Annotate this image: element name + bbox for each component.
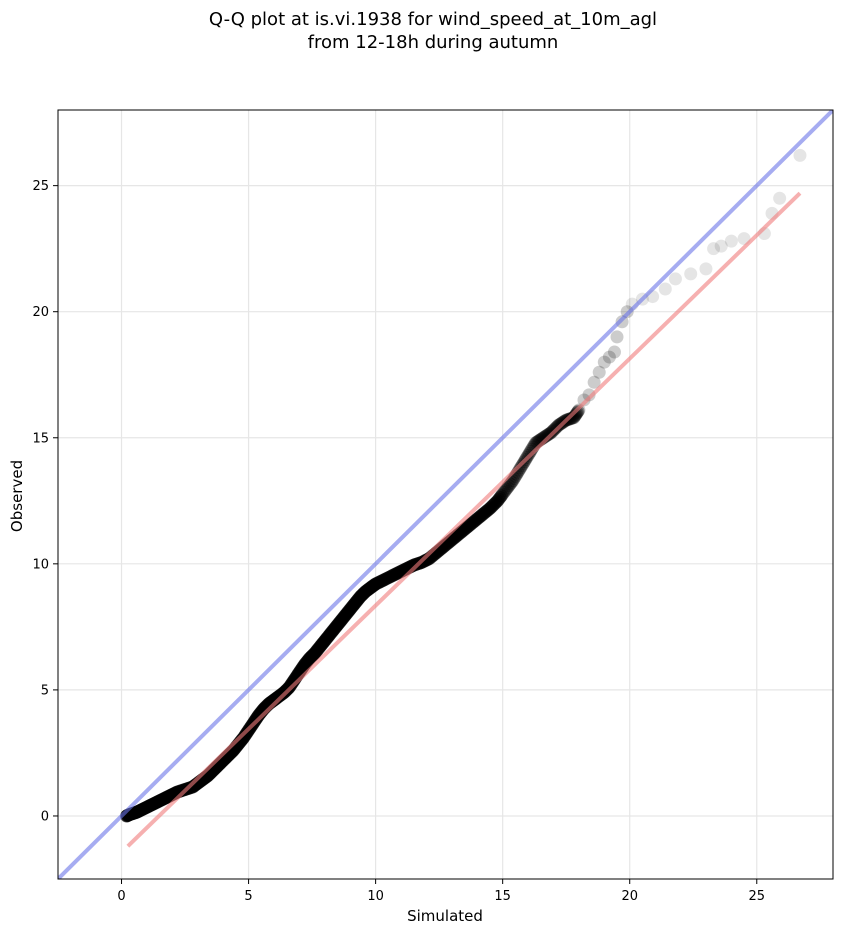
- y-axis-ticks: 0 5 10 15 20 25: [32, 179, 58, 824]
- x-tick-label-3: 15: [494, 889, 511, 904]
- data-point-470: [658, 282, 672, 296]
- data-point-462: [602, 350, 616, 364]
- data-point-471: [668, 272, 682, 286]
- data-point-472: [684, 267, 698, 281]
- y-tick-label-4: 20: [32, 305, 49, 320]
- x-tick-label-2: 10: [367, 889, 384, 904]
- data-point-429: [540, 428, 554, 442]
- plot-frame: [57, 109, 834, 880]
- x-tick-label-0: 0: [117, 889, 125, 904]
- x-tick-label-1: 5: [244, 889, 252, 904]
- data-point-481: [793, 148, 807, 162]
- y-tick-label-5: 25: [32, 179, 49, 194]
- data-point-408: [513, 461, 527, 475]
- y-axis-label: Observed: [8, 460, 26, 532]
- x-axis-label: Simulated: [407, 907, 483, 925]
- y-tick-label-2: 10: [32, 557, 49, 572]
- data-point-454: [570, 406, 584, 420]
- data-point-393: [494, 489, 508, 503]
- data-point-457: [577, 393, 591, 407]
- data-point-473: [699, 262, 713, 276]
- plot-area: [58, 110, 833, 879]
- data-point-397: [499, 482, 513, 496]
- x-tick-label-4: 20: [621, 889, 638, 904]
- data-point-480: [773, 191, 787, 205]
- data-point-461: [597, 355, 611, 369]
- identity-line: [58, 110, 833, 879]
- grid-lines: [58, 110, 833, 879]
- y-tick-label-0: 0: [41, 809, 49, 824]
- y-tick-label-1: 5: [41, 683, 49, 698]
- data-point-463: [607, 345, 621, 359]
- x-axis-ticks: 0 5 10 15 20 25: [117, 879, 765, 904]
- fit-line: [126, 191, 802, 848]
- data-point-398: [501, 480, 515, 494]
- data-point-395: [497, 485, 511, 499]
- y-tick-label-3: 15: [32, 431, 49, 446]
- data-point-475: [714, 239, 728, 253]
- data-point-459: [587, 375, 601, 389]
- data-point-474: [707, 242, 721, 256]
- data-point-396: [498, 484, 512, 498]
- chart-subtitle: from 12-18h during autumn: [308, 32, 559, 53]
- scatter-points: [120, 148, 807, 823]
- chart-title: Q-Q plot at is.vi.1938 for wind_speed_at…: [209, 9, 657, 30]
- data-point-458: [582, 388, 596, 402]
- x-tick-label-5: 25: [748, 889, 765, 904]
- data-point-394: [496, 487, 510, 501]
- reference-lines: [58, 110, 833, 879]
- data-point-453: [569, 407, 583, 421]
- data-point-476: [724, 234, 738, 248]
- data-point-430: [541, 427, 555, 441]
- data-point-400: [503, 477, 517, 491]
- data-point-460: [592, 365, 606, 379]
- data-point-448: [564, 411, 578, 425]
- data-point-464: [610, 330, 624, 344]
- data-point-399: [502, 479, 516, 493]
